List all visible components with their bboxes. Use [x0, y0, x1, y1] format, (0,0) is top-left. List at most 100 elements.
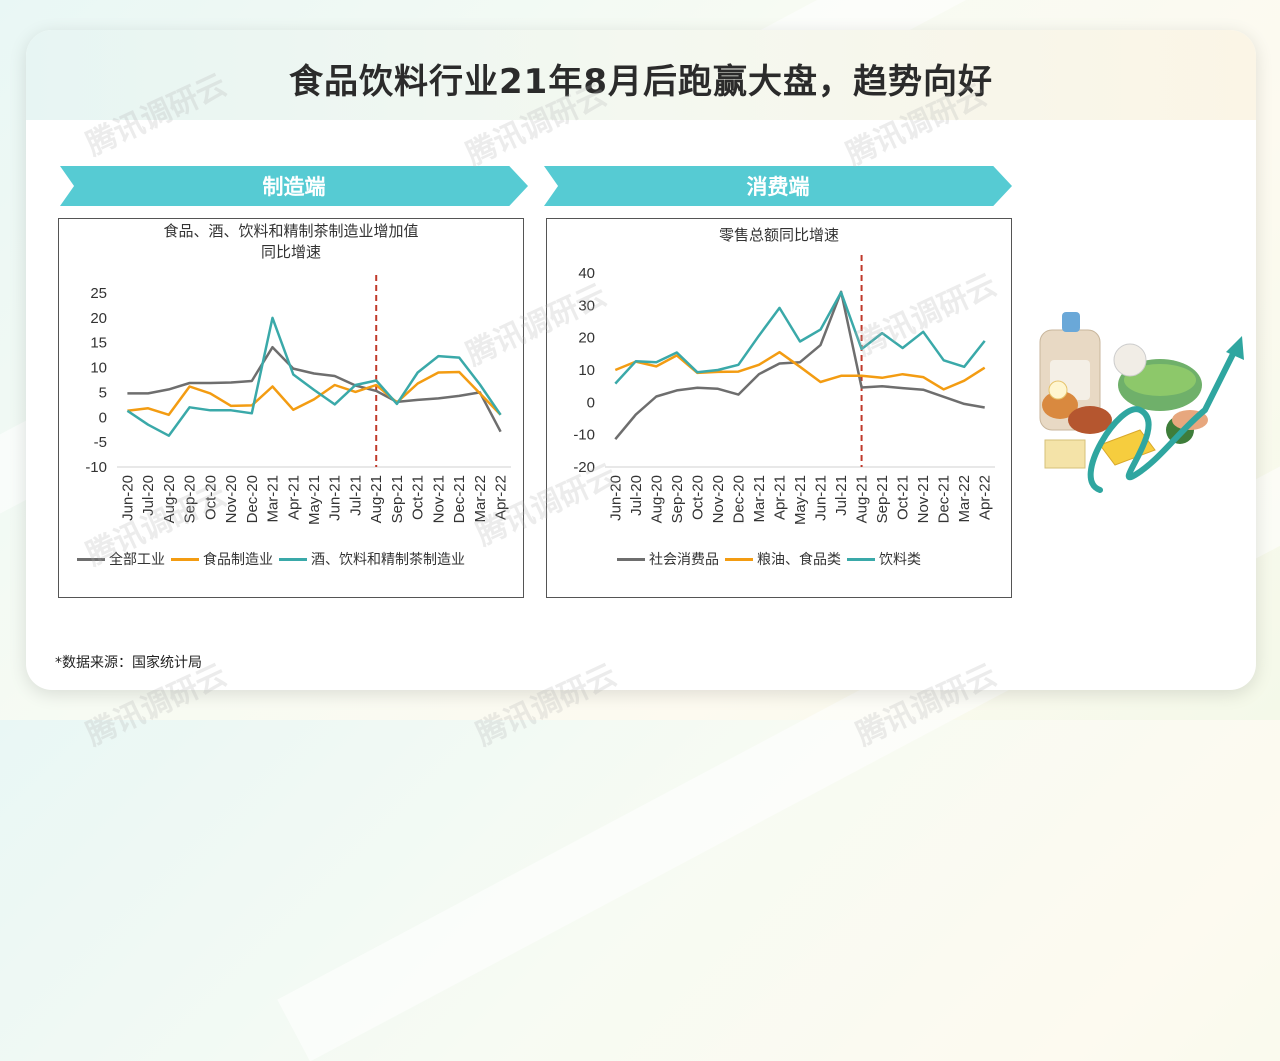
x-tick-label: Mar-21: [751, 475, 768, 523]
egg-icon: [1048, 380, 1068, 400]
data-source-note: *数据来源：国家统计局: [55, 655, 202, 671]
chart-panel-manufacturing: 食品、酒、饮料和精制茶制造业增加值 同比增速 -10 -5 0 5 10 15 20 25 Ju…: [58, 218, 524, 598]
x-tick-label: Aug-21: [368, 475, 385, 523]
x-tick-label: Nov-21: [915, 475, 932, 523]
legend-label: 酒、饮料和精制茶制造业: [311, 552, 465, 568]
y-tick-label: 10: [90, 360, 107, 377]
y-tick-label: 15: [90, 335, 107, 352]
y-tick-label: -5: [94, 434, 107, 451]
cup-icon: [1113, 343, 1147, 377]
x-tick-label: Oct-21: [895, 475, 912, 520]
x-tick-label: Jul-20: [628, 475, 645, 516]
legend-swatch: [77, 557, 105, 561]
cheese-icon: [1099, 429, 1156, 466]
legend-swatch: [279, 557, 307, 561]
series-line-饮料类: [614, 291, 986, 385]
banner-manufacturing: 制造端: [60, 166, 528, 206]
butter-icon: [1044, 439, 1086, 469]
lettuce-icon: [1124, 364, 1196, 396]
y-tick-label: -10: [573, 427, 595, 444]
x-tick-label: Jul-21: [347, 475, 364, 516]
legend-label: 食品制造业: [203, 552, 273, 568]
x-tick-label: Oct-20: [202, 475, 219, 520]
chart-title-line1: 食品、酒、饮料和精制茶制造业增加值: [163, 222, 419, 240]
x-tick-label: Aug-20: [161, 475, 178, 523]
chart-title-line2: 同比增速: [260, 243, 321, 261]
legend-item: 食品制造业: [171, 549, 273, 569]
legend-item: 酒、饮料和精制茶制造业: [279, 549, 465, 569]
series-line-全部工业: [127, 345, 502, 433]
x-tick-label: Nov-20: [710, 475, 727, 523]
y-tick-label: 0: [587, 394, 595, 411]
x-tick-label: May-21: [306, 475, 323, 525]
legend-label: 饮料类: [879, 552, 921, 568]
legend-swatch: [171, 557, 199, 561]
food-illustration: [1039, 312, 1244, 493]
x-tick-label: Mar-22: [472, 475, 489, 523]
legend-swatch: [725, 557, 753, 561]
x-tick-label: Apr-22: [493, 475, 510, 520]
chart-legend: 全部工业 食品制造业 酒、饮料和精制茶制造业: [77, 549, 471, 569]
x-tick-label: Sep-21: [389, 475, 406, 523]
y-tick-label: -10: [85, 459, 107, 476]
chart-panel-consumption: 零售总额同比增速 -20 -10 0 10 20 30 40 Jun-20 Jul-20 Aug-…: [546, 218, 1012, 598]
chart-legend: 社会消费品 粮油、食品类 饮料类: [617, 549, 927, 569]
x-tick-label: Jun-20: [607, 475, 624, 521]
x-tick-label: Oct-21: [410, 475, 427, 520]
milk-cap-icon: [1062, 312, 1080, 332]
y-tick-label: 5: [99, 384, 107, 401]
bread-icon: [1042, 391, 1078, 419]
page-title: 食品饮料行业21年8月后跑赢大盘，趋势向好: [289, 62, 993, 102]
x-tick-label: Jul-21: [833, 475, 850, 516]
meat-icon: [1068, 406, 1112, 434]
banner-consumption: 消费端: [544, 166, 1012, 206]
y-tick-label: 10: [578, 362, 595, 379]
y-tick-label: 20: [90, 310, 107, 327]
x-tick-label: Jun-21: [813, 475, 830, 521]
x-tick-label: Nov-20: [223, 475, 240, 523]
card-header: [26, 30, 1256, 120]
x-tick-label: Oct-20: [689, 475, 706, 520]
series-line-酒、饮料和精制茶制造业: [126, 316, 502, 437]
x-tick-label: Mar-22: [956, 475, 973, 523]
y-tick-label: 20: [578, 330, 595, 347]
series-line-社会消费品: [614, 290, 985, 441]
x-tick-label: Mar-21: [265, 475, 282, 523]
x-tick-label: Nov-21: [430, 475, 447, 523]
y-tick-label: 0: [99, 409, 107, 426]
x-tick-label: Aug-21: [854, 475, 871, 523]
legend-item: 饮料类: [847, 549, 921, 569]
x-tick-label: Sep-20: [669, 475, 686, 523]
x-tick-label: Jun-21: [327, 475, 344, 521]
y-tick-label: 25: [90, 285, 107, 302]
chart-title: 零售总额同比增速: [718, 226, 839, 244]
y-tick-label: 40: [578, 265, 595, 282]
x-tick-label: Dec-21: [936, 475, 953, 523]
legend-item: 全部工业: [77, 549, 165, 569]
legend-swatch: [847, 557, 875, 561]
legend-swatch: [617, 557, 645, 561]
legend-label: 全部工业: [109, 552, 165, 568]
legend-item: 社会消费品: [617, 549, 719, 569]
x-tick-label: Aug-20: [648, 475, 665, 523]
legend-item: 粮油、食品类: [725, 549, 841, 569]
series-line-粮油、食品类: [614, 350, 986, 391]
x-tick-label: Sep-21: [874, 475, 891, 523]
x-tick-label: Jul-20: [140, 475, 157, 516]
arrow-head-icon: [1226, 336, 1244, 360]
x-tick-label: Apr-21: [771, 475, 788, 520]
x-tick-label: Dec-20: [730, 475, 747, 523]
y-tick-label: -20: [573, 459, 595, 476]
x-tick-label: May-21: [792, 475, 809, 525]
x-tick-label: Jun-20: [119, 475, 136, 521]
legend-label: 社会消费品: [649, 552, 719, 568]
x-tick-label: Apr-22: [977, 475, 994, 520]
series-line-食品制造业: [127, 370, 502, 417]
y-tick-label: 30: [578, 297, 595, 314]
trend-arrow-icon: [1087, 347, 1238, 493]
x-tick-label: Apr-21: [285, 475, 302, 520]
x-tick-label: Dec-20: [244, 475, 261, 523]
x-tick-label: Dec-21: [451, 475, 468, 523]
